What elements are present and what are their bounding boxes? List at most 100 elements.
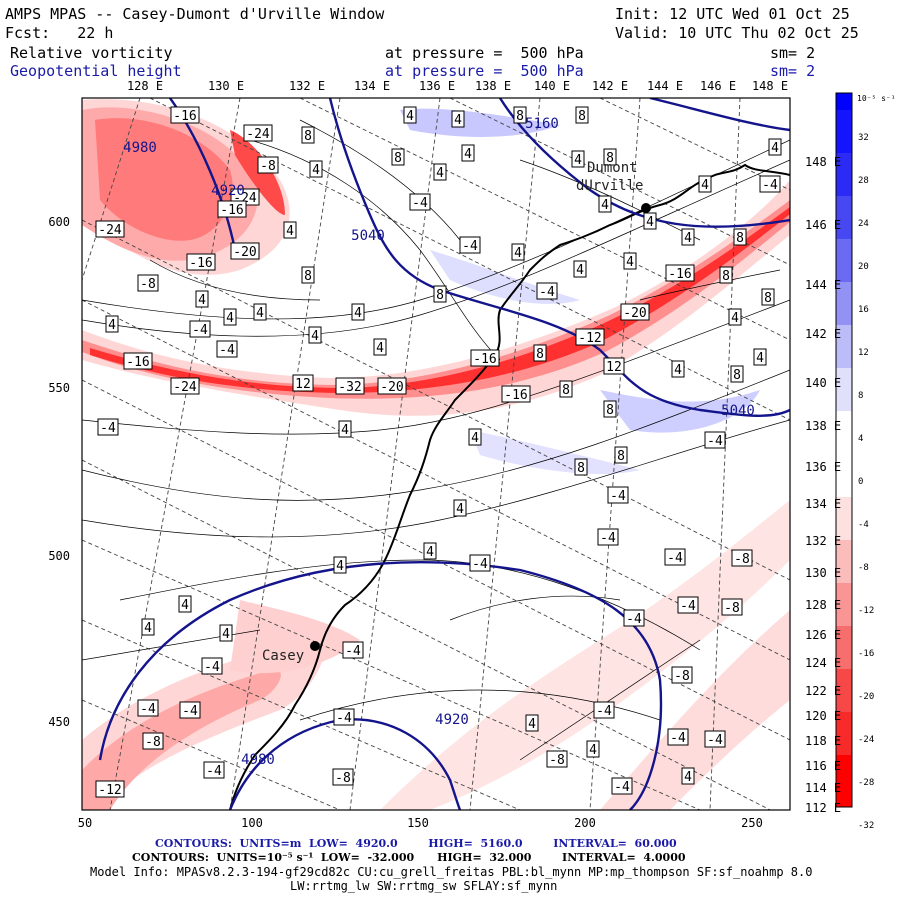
- vorticity-contour-label: 4: [674, 363, 682, 378]
- vorticity-label-box: [704, 431, 726, 449]
- field2-level: at pressure = 500 hPa: [385, 62, 584, 80]
- vorticity-contour-label: -8: [140, 277, 156, 292]
- vorticity-label-box: [623, 609, 645, 627]
- vorticity-label-box: [731, 549, 753, 567]
- vorticity-contour-label: -4: [600, 531, 616, 546]
- top-lon-label: 138 E: [475, 79, 511, 93]
- vorticity-contour-label: -4: [192, 323, 208, 338]
- model-title: AMPS MPAS -- Casey-Dumont d'Urville Wind…: [5, 5, 385, 23]
- right-lat-label: 120 E: [805, 709, 841, 723]
- vorticity-label-box: [574, 458, 588, 476]
- vorticity-contour-label: -4: [762, 178, 778, 193]
- vorticity-contour-label: -20: [623, 306, 646, 321]
- vorticity-contour-label: 4: [576, 263, 584, 278]
- vorticity-contour-label: -16: [668, 267, 691, 282]
- field1-level: at pressure = 500 hPa: [385, 44, 584, 62]
- vorticity-label-box: [470, 349, 500, 367]
- vorticity-contour-label: -8: [260, 159, 276, 174]
- footer-model-info-2: LW:rrtmg_lw SW:rrtmg_sw SFLAY:sf_mynn: [290, 879, 558, 893]
- right-lat-label: 122 E: [805, 684, 841, 698]
- vorticity-contour-label: 8: [764, 291, 772, 306]
- colorbar: [835, 92, 853, 808]
- vorticity-label-box: [338, 420, 352, 438]
- colorbar-label: 28: [858, 176, 869, 186]
- vorticity-contour-label: 4: [701, 178, 709, 193]
- top-lon-label: 134 E: [354, 79, 390, 93]
- footer-height-contours: CONTOURS: UNITS=m LOW= 4920.0 HIGH= 5160…: [155, 837, 677, 850]
- vorticity-contour-label: 4: [222, 627, 230, 642]
- vorticity-contour-label: 8: [577, 461, 585, 476]
- vorticity-label-box: [603, 148, 617, 166]
- vorticity-label-box: [253, 303, 267, 321]
- vorticity-contour-label: -4: [614, 780, 630, 795]
- vorticity-contour-label: 4: [601, 198, 609, 213]
- vorticity-label-box: [141, 618, 155, 636]
- vorticity-label-box: [391, 148, 405, 166]
- vorticity-label-box: [203, 761, 225, 779]
- vorticity-label-box: [403, 106, 417, 124]
- vorticity-contour-label: 4: [464, 147, 472, 162]
- height-contour-label: 5040: [721, 403, 755, 419]
- vorticity-contour-label: -8: [724, 601, 740, 616]
- vorticity-label-box: [768, 138, 782, 156]
- positive-vorticity-fills: [400, 108, 760, 475]
- colorbar-label: -8: [858, 563, 869, 573]
- vorticity-contour-label: -8: [549, 753, 565, 768]
- vorticity-contour-label: 4: [406, 109, 414, 124]
- vorticity-contour-label: -16: [504, 388, 527, 403]
- field1-smooth: sm= 2: [770, 44, 816, 62]
- vorticity-label-box: [377, 377, 407, 395]
- field2-name: Geopotential height: [10, 62, 182, 80]
- top-lon-label: 132 E: [289, 79, 325, 93]
- vorticity-contour-label: 4: [312, 163, 320, 178]
- vorticity-label-box: [186, 253, 216, 271]
- vorticity-contour-label: -4: [539, 285, 555, 300]
- plot-area: [82, 98, 790, 810]
- vorticity-label-box: [453, 499, 467, 517]
- colorbar-label: 12: [858, 348, 869, 358]
- vorticity-contour-label: 4: [646, 215, 654, 230]
- height-contour-label: 5040: [351, 228, 385, 244]
- colorbar-label: -20: [858, 692, 874, 702]
- station-dot-icon: [310, 641, 320, 651]
- vorticity-label-box: [667, 728, 689, 746]
- vorticity-contour-label: -8: [145, 735, 161, 750]
- vorticity-label-box: [533, 344, 547, 362]
- vorticity-contour-label: 4: [311, 329, 319, 344]
- vorticity-contour-label: 8: [394, 151, 402, 166]
- vorticity-label-box: [620, 303, 650, 321]
- vorticity-label-box: [373, 338, 387, 356]
- vorticity-label-box: [351, 303, 365, 321]
- vorticity-contour-label: -12: [578, 331, 601, 346]
- vorticity-contour-label: 8: [606, 151, 614, 166]
- right-lat-label: 146 E: [805, 218, 841, 232]
- vorticity-label-box: [677, 596, 699, 614]
- right-lat-label: 144 E: [805, 278, 841, 292]
- vorticity-contour-label: 4: [144, 621, 152, 636]
- vorticity-label-box: [142, 732, 164, 750]
- vorticity-label-box: [681, 767, 695, 785]
- vorticity-label-box: [698, 175, 712, 193]
- vorticity-label-box: [586, 740, 600, 758]
- vorticity-contour-label: -32: [338, 380, 361, 395]
- bottom-tick-label: 200: [574, 816, 596, 830]
- vorticity-contour-label: -4: [219, 343, 235, 358]
- vorticity-label-box: [292, 374, 314, 392]
- vorticity-label-box: [721, 598, 743, 616]
- top-lon-label: 144 E: [647, 79, 683, 93]
- vorticity-contour-label: 4: [376, 341, 384, 356]
- vorticity-contour-label: -4: [472, 557, 488, 572]
- vorticity-contour-label: 4: [574, 153, 582, 168]
- vorticity-label-box: [105, 315, 119, 333]
- footer-vorticity-contours: CONTOURS: UNITS=10⁻⁵ s⁻¹ LOW= -32.000 HI…: [132, 851, 686, 864]
- vorticity-contour-label: 8: [562, 383, 570, 398]
- vorticity-label-box: [123, 352, 153, 370]
- colorbar-label: -24: [858, 735, 874, 745]
- vorticity-label-box: [230, 242, 260, 260]
- colorbar-label: 16: [858, 305, 869, 315]
- vorticity-label-box: [243, 124, 273, 142]
- colorbar-label: 8: [858, 391, 863, 401]
- vorticity-contour-label: 4: [256, 306, 264, 321]
- vorticity-label-box: [433, 285, 447, 303]
